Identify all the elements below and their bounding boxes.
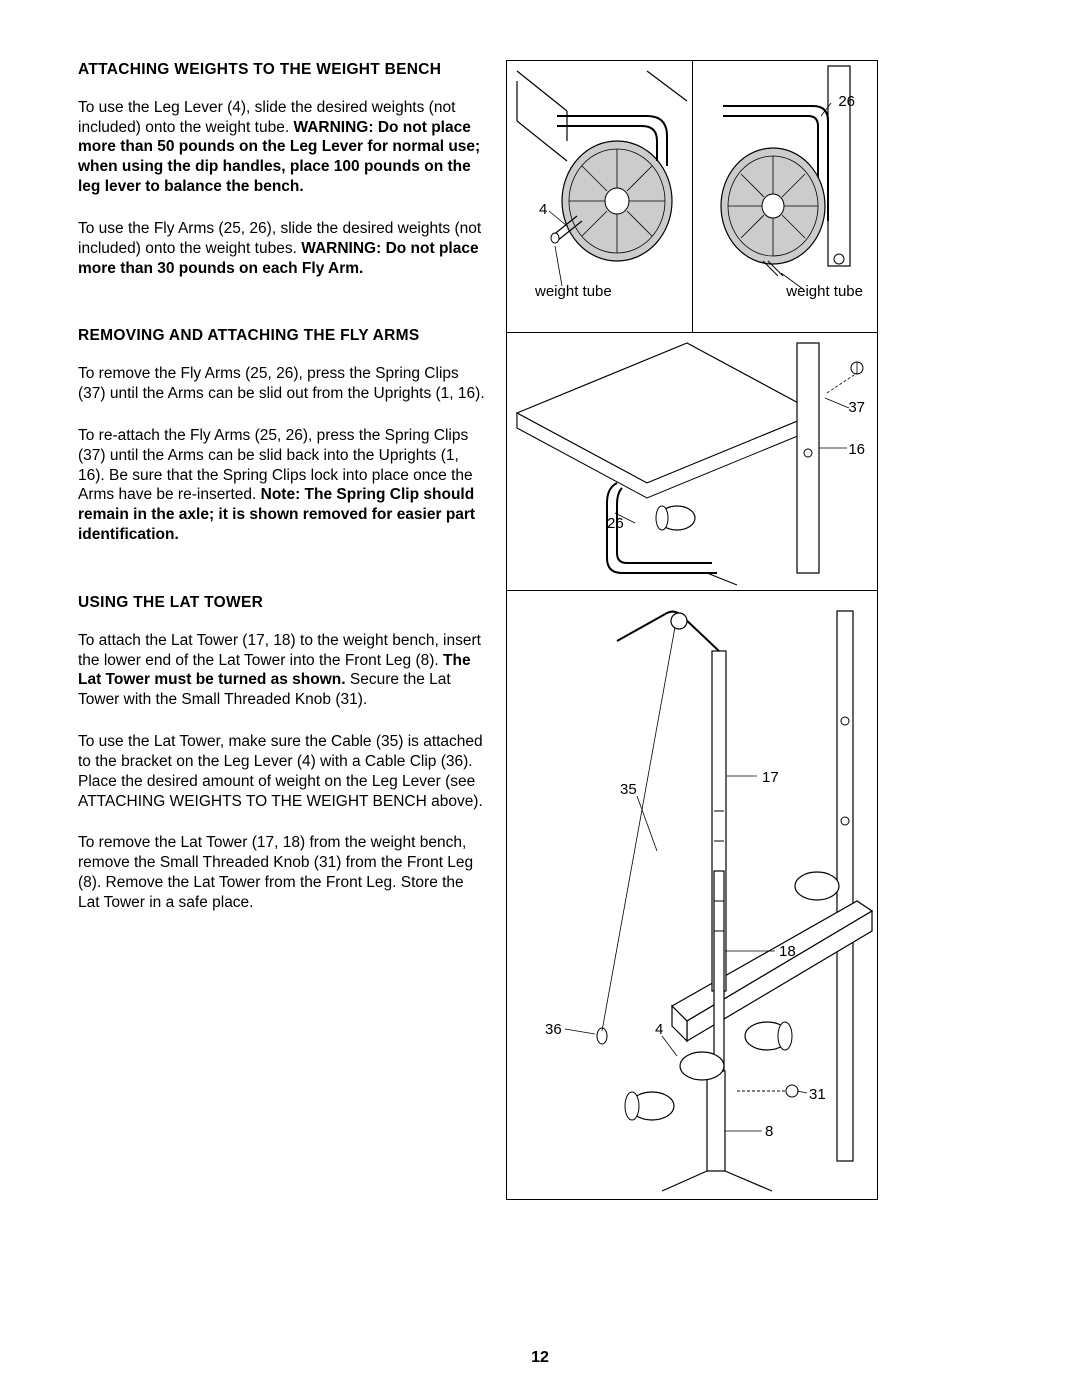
text-run: To remove the Fly Arms (25, 26), press t… — [78, 365, 485, 402]
callout-26: 26 — [838, 93, 855, 110]
text-run: To remove the Lat Tower (17, 18) from th… — [78, 834, 473, 910]
diagram-leg-lever-weight: 4 weight tube — [507, 61, 693, 332]
paragraph: To use the Fly Arms (25, 26), slide the … — [78, 219, 486, 278]
section-attaching-weights: ATTACHING WEIGHTS TO THE WEIGHT BENCH To… — [78, 60, 486, 278]
paragraph: To re-attach the Fly Arms (25, 26), pres… — [78, 426, 486, 545]
callout-35: 35 — [620, 781, 637, 798]
heading-attaching-weights: ATTACHING WEIGHTS TO THE WEIGHT BENCH — [78, 60, 486, 80]
callout-weight-tube-right: weight tube — [786, 283, 863, 300]
diagram-column: 4 weight tube — [506, 60, 878, 1200]
paragraph: To attach the Lat Tower (17, 18) to the … — [78, 631, 486, 710]
paragraph: To use the Leg Lever (4), slide the desi… — [78, 98, 486, 197]
text-run: To use the Lat Tower, make sure the Cabl… — [78, 733, 483, 809]
heading-fly-arms: REMOVING AND ATTACHING THE FLY ARMS — [78, 326, 486, 346]
callout-weight-tube-left: weight tube — [535, 283, 612, 300]
manual-page: ATTACHING WEIGHTS TO THE WEIGHT BENCH To… — [78, 60, 1002, 1357]
callout-8: 8 — [765, 1123, 773, 1140]
text-run: To attach the Lat Tower (17, 18) to the … — [78, 632, 481, 669]
callout-4-bot: 4 — [655, 1021, 663, 1038]
diagram-fly-arm-assembly: 37 16 26 — [507, 333, 877, 591]
section-fly-arms: REMOVING AND ATTACHING THE FLY ARMS To r… — [78, 326, 486, 544]
text-column: ATTACHING WEIGHTS TO THE WEIGHT BENCH To… — [78, 60, 486, 1357]
callout-26-mid: 26 — [607, 515, 624, 532]
paragraph: To remove the Lat Tower (17, 18) from th… — [78, 833, 486, 912]
callout-36: 36 — [545, 1021, 562, 1038]
paragraph: To remove the Fly Arms (25, 26), press t… — [78, 364, 486, 404]
callout-17: 17 — [762, 769, 779, 786]
paragraph: To use the Lat Tower, make sure the Cabl… — [78, 732, 486, 811]
callout-4: 4 — [539, 201, 547, 218]
diagram-lat-tower: 35 17 18 36 4 31 8 — [507, 591, 877, 1199]
section-lat-tower: USING THE LAT TOWER To attach the Lat To… — [78, 593, 486, 913]
diagram-fly-arm-weight: 26 weight tube — [693, 61, 877, 332]
callout-18: 18 — [779, 943, 796, 960]
diagram-top-section: 4 weight tube — [507, 61, 877, 333]
page-number: 12 — [531, 1349, 549, 1367]
callout-37: 37 — [848, 399, 865, 416]
callout-16: 16 — [848, 441, 865, 458]
callout-31: 31 — [809, 1086, 826, 1103]
heading-lat-tower: USING THE LAT TOWER — [78, 593, 486, 613]
